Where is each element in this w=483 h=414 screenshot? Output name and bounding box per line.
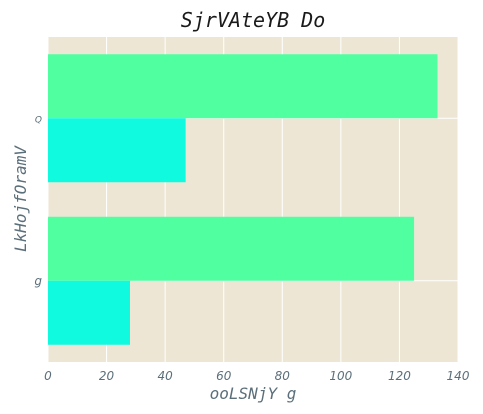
x-tick-label: 140 (447, 369, 470, 383)
chart-title: SjrVAteYB Do (181, 8, 326, 32)
bar-Q-series-1 (48, 54, 438, 119)
x-tick-label: 60 (216, 369, 232, 383)
bar-Q-series-2 (48, 118, 186, 183)
x-tick-label: 80 (275, 369, 291, 383)
x-tick-label: 100 (329, 369, 352, 383)
y-axis-label: LkHojfOramV (11, 145, 30, 252)
y-tick-label: g (34, 274, 42, 288)
y-tick-label: Q (35, 115, 42, 125)
x-axis-label: ooLSNjY g (210, 384, 297, 403)
bar-g-series-1 (48, 216, 415, 281)
bars-group (48, 54, 438, 345)
bar-g-series-2 (48, 280, 130, 345)
x-tick-label: 20 (99, 369, 115, 383)
x-tick-label: 40 (158, 369, 174, 383)
y-tick-labels: gQ (34, 115, 42, 288)
x-tick-label: 0 (44, 369, 52, 383)
x-tick-label: 120 (388, 369, 411, 383)
x-tick-labels: 0 20 40 60 80 100 120 140 (44, 369, 470, 383)
